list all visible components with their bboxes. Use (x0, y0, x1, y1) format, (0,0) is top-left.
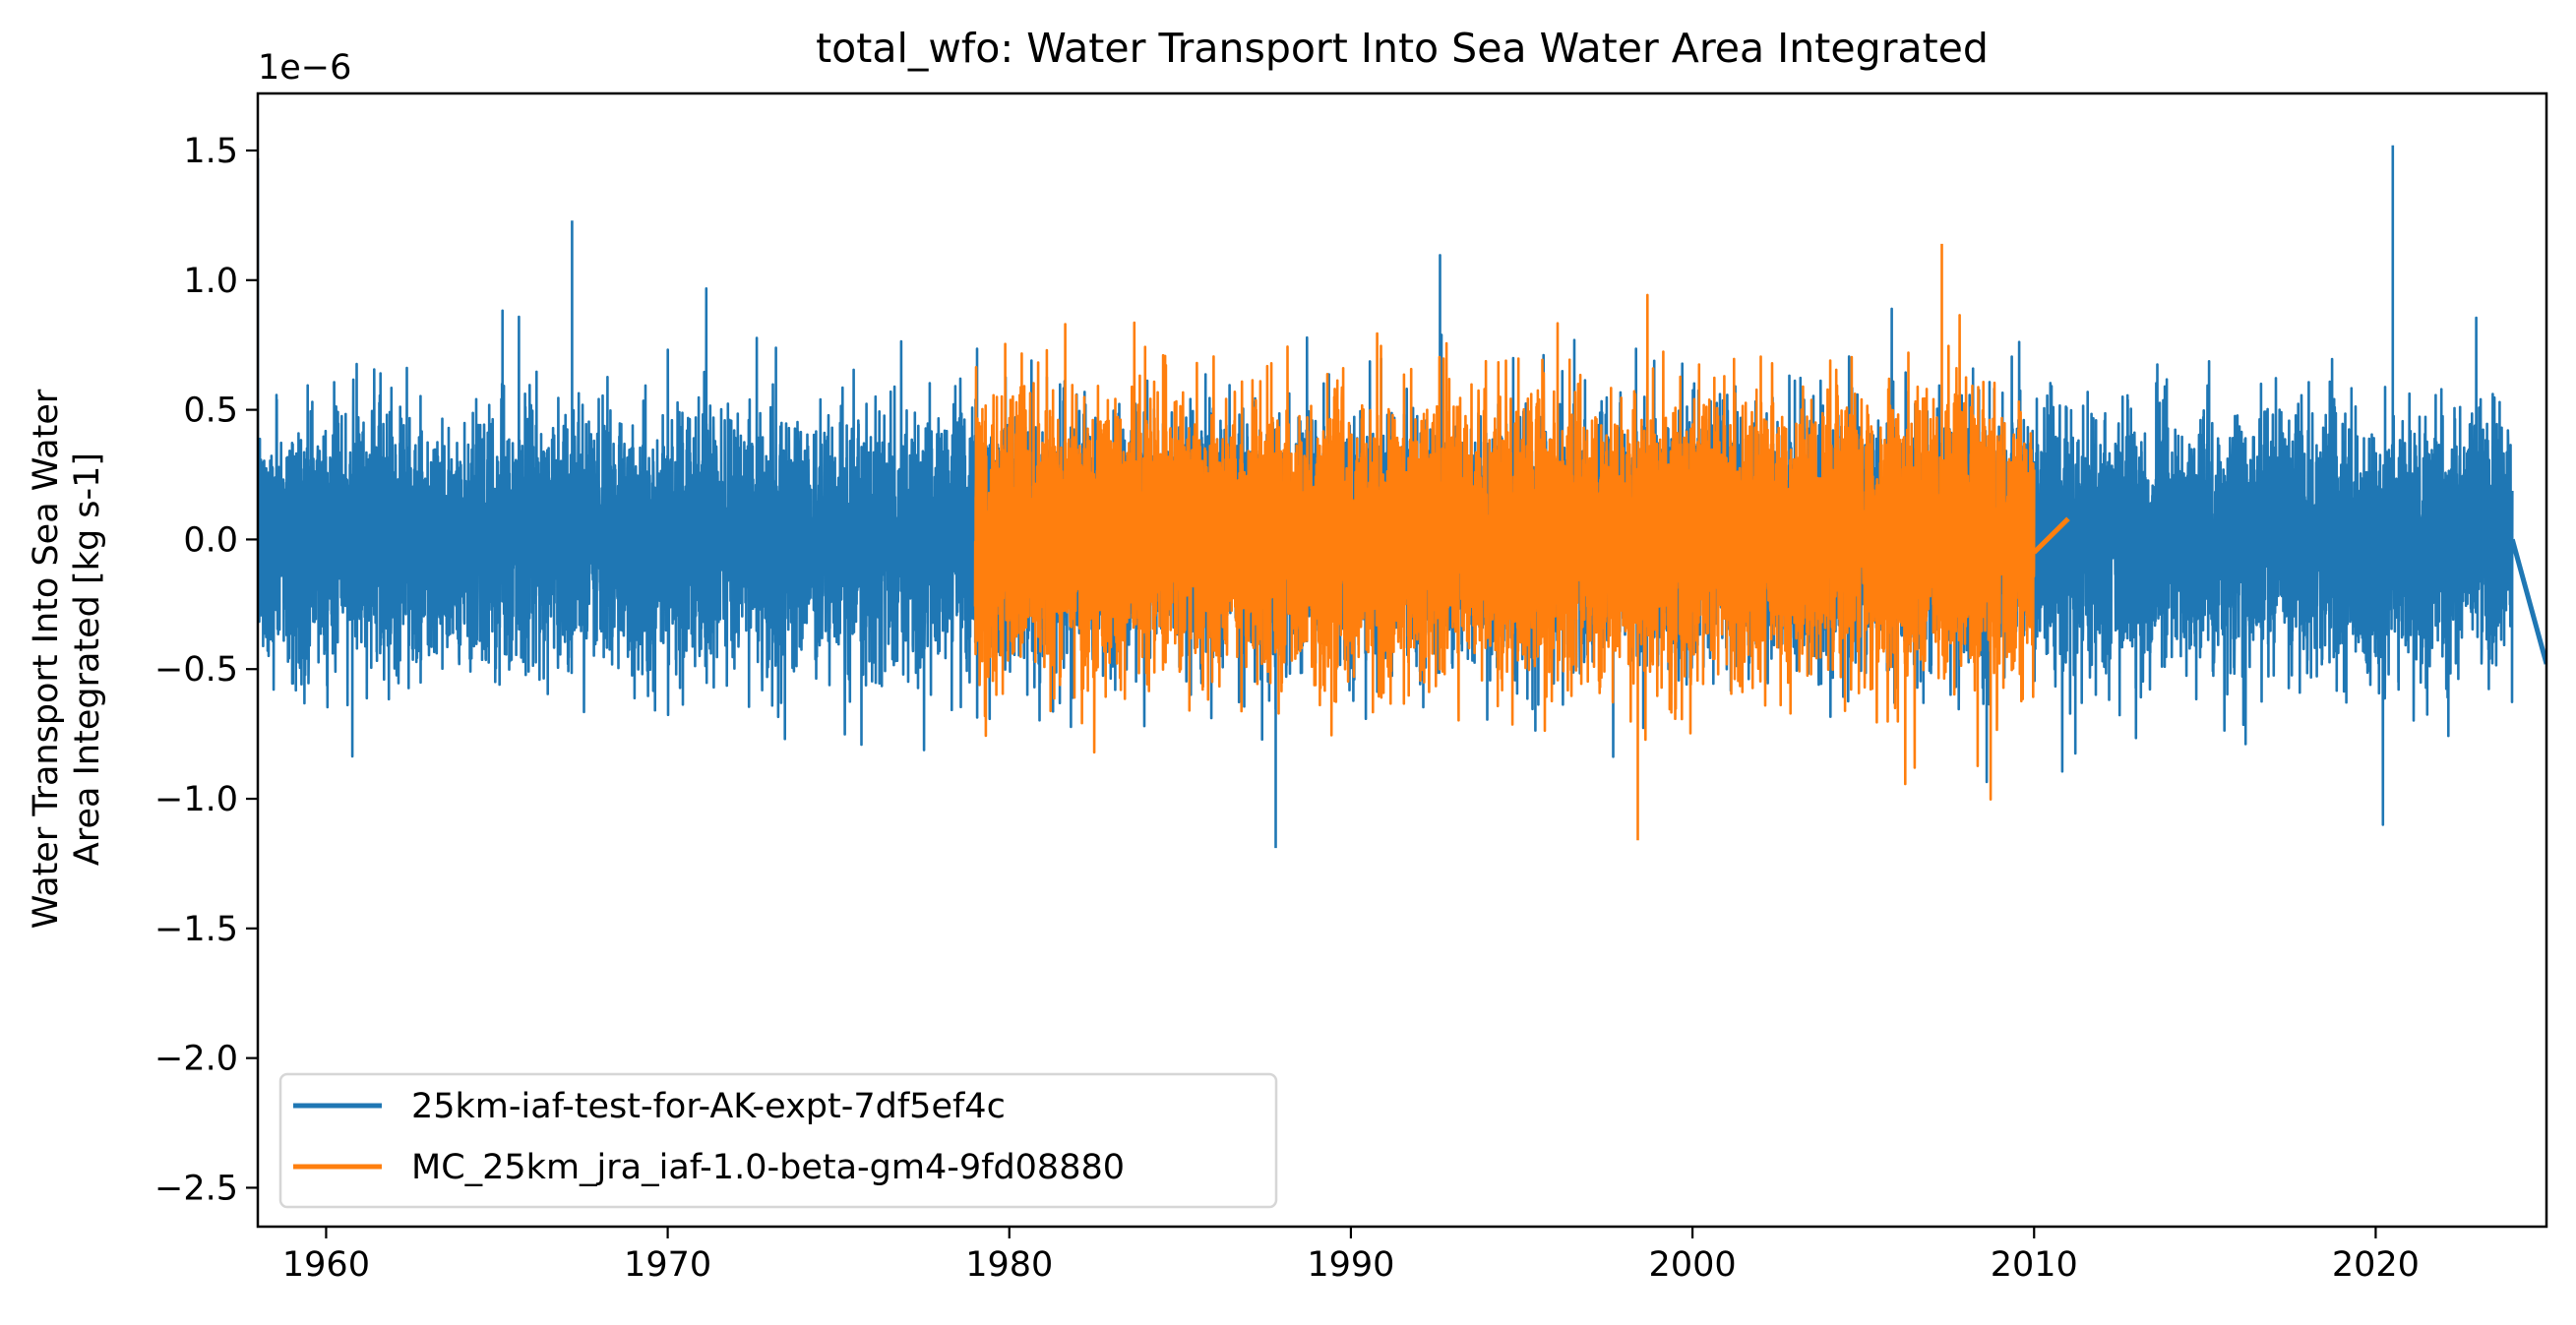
axes-frame (256, 91, 2548, 1229)
chart-title: total_wfo: Water Transport Into Sea Wate… (816, 25, 1989, 72)
legend-box (278, 1072, 1278, 1209)
series-line-1 (973, 243, 2036, 841)
series-tail-1 (2032, 516, 2070, 555)
y-axis-label-line2: Area Integrated [kg s-1] (68, 452, 107, 866)
y-tick-label: −2.0 (154, 1040, 238, 1079)
series-tail-0 (2509, 538, 2546, 665)
y-offset-text: 1e−6 (258, 48, 351, 88)
x-tick-label: 1980 (965, 1245, 1053, 1285)
x-tick-label: 1990 (1307, 1245, 1394, 1285)
x-tick-label: 2010 (1991, 1245, 2078, 1285)
legend-label-blue: 25km-iaf-test-for-AK-expt-7df5ef4c (411, 1087, 1006, 1126)
x-tick-label: 2000 (1649, 1245, 1737, 1285)
y-tick-label: 0.5 (183, 391, 238, 431)
y-tick-label: −0.5 (154, 650, 238, 690)
x-tick-label: 1970 (624, 1245, 711, 1285)
y-tick-label: 0.0 (183, 520, 238, 560)
y-tick-label: −2.5 (154, 1169, 238, 1208)
x-tick-label: 2020 (2332, 1245, 2420, 1285)
legend-label-orange: MC_25km_jra_iaf-1.0-beta-gm4-9fd08880 (411, 1148, 1125, 1187)
y-tick-label: 1.0 (183, 262, 238, 301)
x-tick-label: 1960 (282, 1245, 370, 1285)
y-tick-label: −1.5 (154, 910, 238, 949)
legend: 25km-iaf-test-for-AK-expt-7df5ef4c MC_25… (278, 1072, 1278, 1209)
y-axis-label-line1: Water Transport Into Sea Water (27, 389, 66, 929)
y-tick-label: −1.0 (154, 780, 238, 819)
y-tick-label: 1.5 (183, 132, 238, 171)
